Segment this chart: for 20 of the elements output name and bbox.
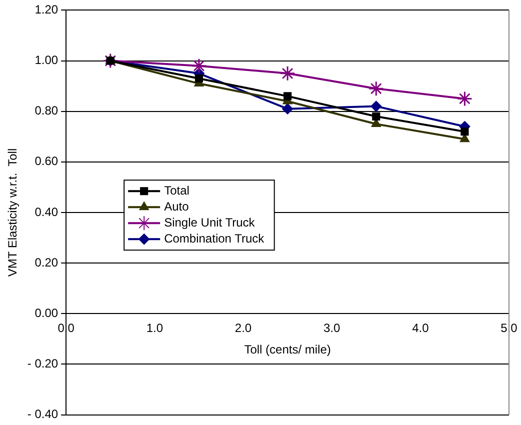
y-tick-label: 0.00 bbox=[34, 306, 58, 320]
y-tick-label: 0.60 bbox=[34, 154, 58, 168]
y-tick-label: 1.00 bbox=[34, 53, 58, 68]
y-tick-label: 0.20 bbox=[34, 255, 58, 270]
x-tick-label: 1.0 bbox=[146, 321, 164, 336]
x-tick-label: 4.0 bbox=[412, 321, 430, 336]
legend-label: Total bbox=[164, 183, 190, 198]
x-tick-label: 3.0 bbox=[323, 321, 340, 336]
x-tick-label: 5.0 bbox=[500, 321, 518, 336]
y-tick-label: - 0.40 bbox=[27, 407, 58, 422]
y-tick-label: - 0.20 bbox=[27, 356, 58, 371]
y-tick-label: 0.40 bbox=[34, 204, 58, 219]
legend-label: Single Unit Truck bbox=[164, 215, 256, 230]
y-tick-label: 1.20 bbox=[34, 2, 58, 17]
legend-label: Auto bbox=[164, 199, 190, 214]
y-axis-title: VMT Elasticity w.r.t. Toll bbox=[6, 148, 20, 277]
x-tick-label: 2.0 bbox=[234, 321, 252, 336]
x-axis-title: Toll (cents/ mile) bbox=[244, 342, 331, 357]
y-tick-label: 0.80 bbox=[34, 104, 58, 118]
legend-label: Combination Truck bbox=[164, 231, 266, 246]
